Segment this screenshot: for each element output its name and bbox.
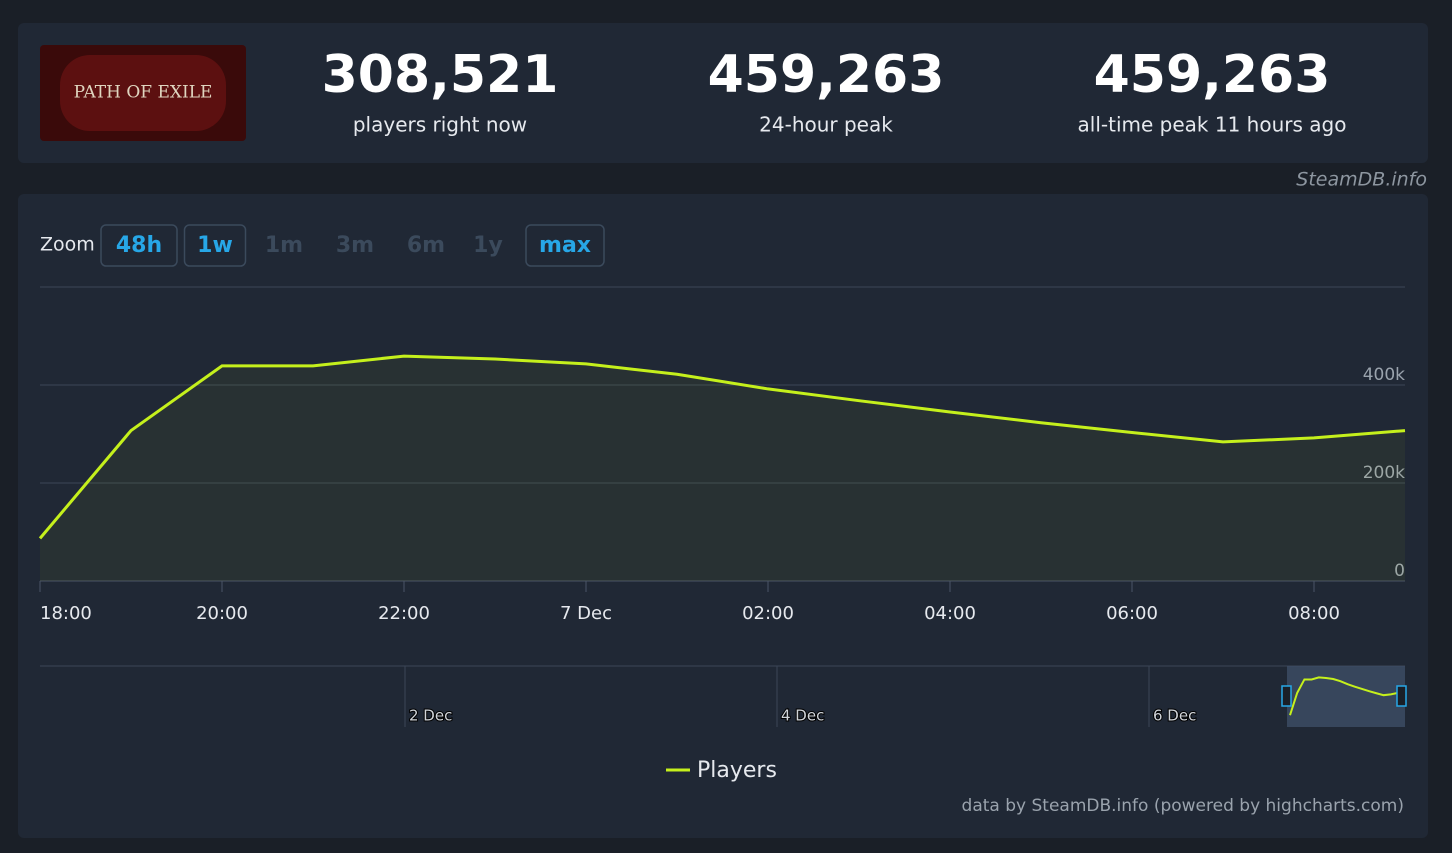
x-tick-label: 02:00 [742, 603, 794, 624]
stat-label: players right now [353, 113, 527, 137]
navigator-date: 6 Dec [1153, 707, 1196, 725]
zoom-button-frame[interactable] [525, 224, 605, 267]
navigator-selection [1287, 666, 1405, 727]
stat-value: 459,263 [1094, 45, 1331, 105]
logo-glow [60, 55, 226, 131]
x-tick-label: 22:00 [378, 603, 430, 624]
credits: data by SteamDB.info (powered by highcha… [962, 796, 1404, 816]
zoom-button[interactable]: 1m [265, 233, 303, 258]
y-tick-label: 200k [1363, 463, 1405, 483]
line [38, 354, 1406, 540]
navigator-handle[interactable] [1281, 685, 1292, 707]
zoom-button[interactable]: 1w [197, 233, 233, 258]
x-tick-label: 18:00 [40, 603, 92, 624]
y-tick-label: 400k [1363, 365, 1405, 385]
chart: 0 200k 400k 18:00 20:00 22:00 7 Dec 02:00 04:00 0… [38, 286, 1407, 727]
x-tick-label: 08:00 [1288, 603, 1340, 624]
zoom-button[interactable]: max [539, 233, 591, 258]
stat-value: 308,521 [322, 45, 559, 105]
navigator-date: 4 Dec [781, 707, 824, 725]
zoom-button[interactable]: 48h [116, 233, 162, 258]
stat-value: 459,263 [708, 45, 945, 105]
stat-label: 24-hour peak [759, 113, 893, 137]
navigator-handle[interactable] [1396, 685, 1407, 707]
area [40, 356, 1405, 581]
x-tick-label: 7 Dec [560, 603, 612, 624]
stats-panel [18, 23, 1428, 163]
source-link[interactable]: SteamDB.info [1296, 169, 1427, 191]
zoom-button-frame[interactable] [100, 224, 178, 267]
y-tick-label: 0 [1394, 561, 1405, 581]
zoom-button[interactable]: 1y [473, 233, 503, 258]
navigator-line [1289, 676, 1399, 716]
zoom-button[interactable]: 6m [407, 233, 445, 258]
x-tick-label: 04:00 [924, 603, 976, 624]
x-tick-label: 06:00 [1106, 603, 1158, 624]
stat-label: all-time peak 11 hours ago [1078, 113, 1347, 137]
legend-label[interactable]: Players [697, 758, 777, 783]
chart-panel [18, 194, 1428, 838]
zoom-buttons: 48h 1w 1m 3m 6m 1y max [100, 224, 605, 267]
logo-text: PATH OF EXILE [74, 83, 213, 103]
x-tick-label: 20:00 [196, 603, 248, 624]
navigator-date: 2 Dec [409, 707, 452, 725]
zoom-button-frame[interactable] [183, 224, 247, 267]
zoom-button[interactable]: 3m [336, 233, 374, 258]
zoom-label: Zoom [40, 234, 95, 256]
